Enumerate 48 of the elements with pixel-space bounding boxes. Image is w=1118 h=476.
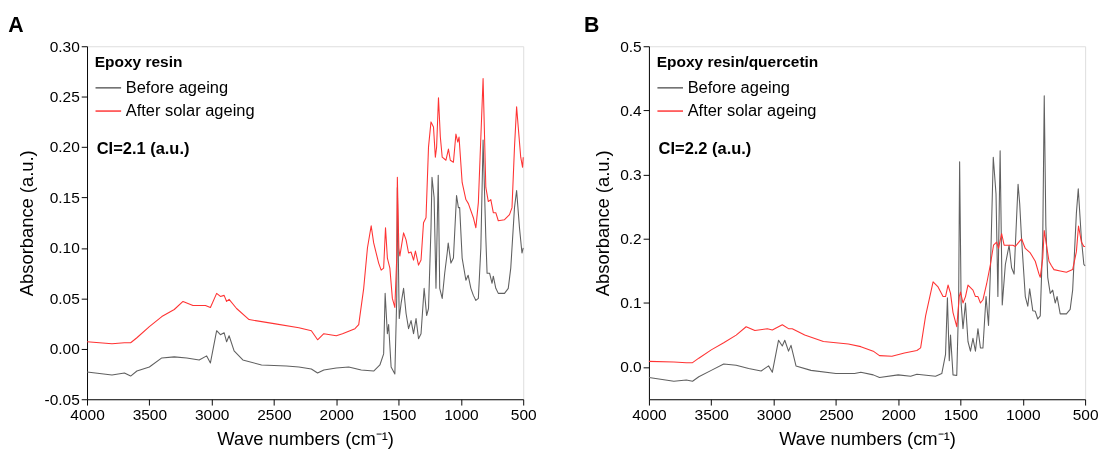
line-series	[648, 95, 1086, 382]
y-tick-label: 0.30	[49, 37, 80, 55]
y-tick-label: 0.25	[49, 88, 80, 106]
y-axis-title: Absorbance (a.u.)	[15, 150, 37, 297]
legend-label: Before ageing	[687, 77, 790, 96]
x-tick-label: 1500	[943, 406, 979, 424]
annotation: CI=2.2 (a.u.)	[658, 138, 752, 157]
x-tick-label: 2500	[819, 406, 854, 424]
x-tick-label: 2000	[319, 406, 354, 424]
x-tick-label: 500	[510, 406, 537, 424]
y-tick-label: 0.00	[49, 340, 80, 358]
y-tick-label: 0.05	[49, 289, 80, 307]
y-axis-title: Absorbance (a.u.)	[591, 150, 613, 297]
y-tick-label: -0.05	[44, 390, 80, 408]
y-tick-label: 0.20	[49, 138, 80, 156]
chart-title: A	[8, 12, 24, 37]
chart-title: B	[583, 12, 600, 37]
line-series	[86, 139, 524, 377]
x-axis-title: Wave numbers (cm⁻¹)	[217, 428, 394, 450]
y-tick-label: 0.10	[49, 239, 80, 257]
y-tick-label: 0.0	[620, 358, 642, 376]
line-series	[86, 78, 524, 345]
x-tick-label: 2500	[257, 406, 292, 424]
x-tick-label: 4000	[632, 406, 667, 424]
legend-title: Epoxy resin	[94, 52, 183, 70]
x-tick-label: 4000	[70, 406, 105, 424]
annotation: CI=2.1 (a.u.)	[96, 138, 190, 157]
line-series	[648, 225, 1086, 364]
x-tick-label: 1000	[444, 406, 479, 424]
x-tick-label: 3000	[756, 406, 792, 424]
y-tick-label: 0.2	[620, 230, 642, 248]
y-tick-label: 0.15	[49, 188, 80, 206]
legend-label: After solar ageing	[687, 100, 817, 119]
x-tick-label: 3000	[194, 406, 230, 424]
legend-label: Before ageing	[125, 77, 229, 96]
x-tick-label: 500	[1072, 406, 1099, 424]
x-tick-label: 3500	[694, 406, 729, 424]
y-tick-label: 0.3	[620, 165, 642, 183]
y-tick-label: 0.4	[620, 101, 643, 119]
y-tick-label: 0.1	[620, 294, 642, 312]
x-tick-label: 3500	[132, 406, 168, 424]
legend-label: After solar ageing	[125, 100, 255, 119]
legend-title: Epoxy resin/quercetin	[656, 52, 819, 70]
x-axis-title: Wave numbers (cm⁻¹)	[779, 428, 956, 450]
y-tick-label: 0.5	[620, 37, 642, 55]
x-tick-label: 2000	[881, 406, 916, 424]
x-tick-label: 1500	[381, 406, 417, 424]
x-tick-label: 1000	[1006, 406, 1041, 424]
